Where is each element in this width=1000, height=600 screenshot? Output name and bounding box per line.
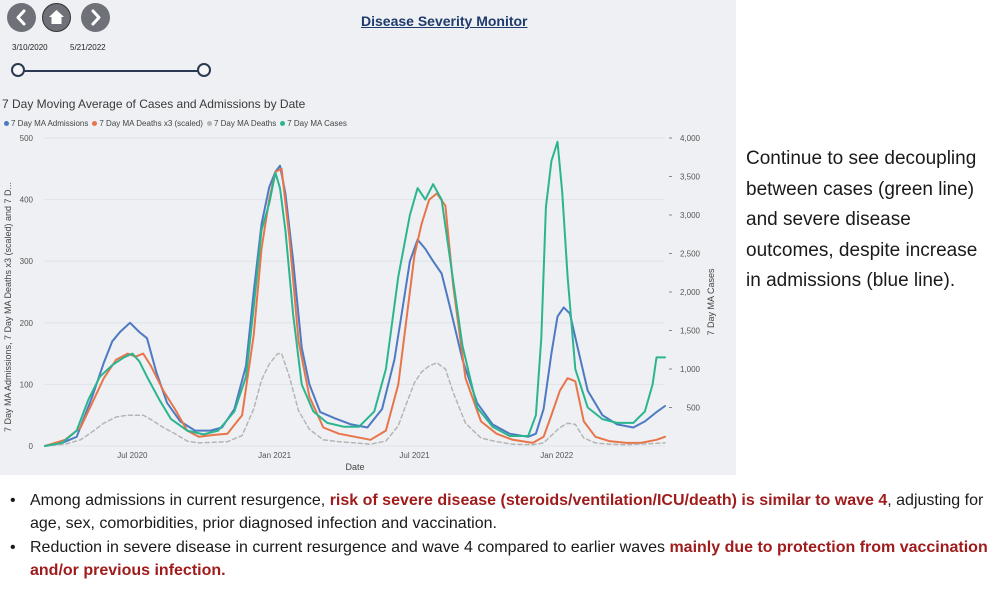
- bullet-item: • Reduction in severe disease in current …: [8, 536, 1000, 582]
- x-tick-label: Jul 2020: [117, 451, 148, 460]
- legend-label: 7 Day MA Deaths: [213, 119, 277, 128]
- legend-item[interactable]: 7 Day MA Admissions: [4, 119, 88, 128]
- dashboard-panel: Disease Severity Monitor 3/10/2020 5/21/…: [0, 0, 736, 475]
- series-line-7-day-ma-deaths[interactable]: [44, 352, 666, 447]
- chevron-right-icon: [91, 9, 101, 26]
- legend-swatch: [280, 121, 286, 127]
- date-range-end: 5/21/2022: [70, 43, 106, 52]
- y-right-tick-label: 2,000: [680, 288, 701, 297]
- y-right-tick-label: 500: [687, 404, 701, 413]
- legend-item[interactable]: 7 Day MA Deaths: [206, 119, 277, 128]
- legend-item[interactable]: 7 Day MA Cases: [280, 119, 347, 128]
- legend-swatch: [206, 121, 212, 127]
- chart-plot[interactable]: 0 100 200 300 400 500 500 1,000 1,500 2,000 2,500 3…: [0, 130, 736, 475]
- y-right-tick-label: 2,500: [680, 250, 701, 259]
- x-tick-label: Jan 2021: [258, 451, 291, 460]
- bullet-text: Reduction in severe disease in current r…: [30, 539, 670, 556]
- y-right-axis-title: 7 Day MA Cases: [706, 268, 716, 336]
- legend-label: 7 Day MA Admissions: [11, 119, 89, 128]
- date-slider-track[interactable]: [18, 70, 206, 72]
- x-tick-label: Jul 2021: [399, 451, 430, 460]
- series-line-7-day-ma-cases[interactable]: [44, 140, 666, 447]
- y-left-tick-label: 500: [20, 134, 34, 143]
- back-button[interactable]: [7, 3, 36, 32]
- chart-title: 7 Day Moving Average of Cases and Admiss…: [2, 97, 306, 111]
- chart-legend[interactable]: 7 Day MA Admissions 7 Day MA Deaths x3 (s…: [4, 119, 351, 128]
- y-left-tick-label: 100: [20, 380, 34, 389]
- bullet-dot-icon: •: [10, 492, 16, 509]
- y-left-tick-label: 400: [20, 196, 34, 205]
- date-slider-start-handle[interactable]: [11, 63, 25, 77]
- legend-label: 7 Day MA Cases: [287, 119, 347, 128]
- bullet-text: , adjusting for age, sex, comorbidities,…: [30, 492, 984, 532]
- legend-item[interactable]: 7 Day MA Deaths x3 (scaled): [92, 119, 203, 128]
- x-tick-label: Jan 2022: [540, 451, 573, 460]
- y-right-tick-label: 1,000: [680, 365, 701, 374]
- home-button[interactable]: [42, 3, 71, 32]
- y-left-tick-label: 0: [29, 442, 34, 451]
- y-left-axis-title: 7 Day MA Admissions, 7 Day MA Deaths x3 …: [3, 182, 13, 432]
- legend-swatch: [92, 121, 98, 127]
- home-icon: [49, 10, 64, 24]
- legend-swatch: [4, 121, 9, 127]
- series-line-7-day-ma-deaths-x3-scaled[interactable]: [44, 167, 666, 447]
- y-right-tick-label: 3,000: [680, 211, 701, 220]
- bullet-highlight: mainly due to protection from vaccinatio…: [30, 539, 988, 579]
- y-right-tick-label: 4,000: [680, 134, 701, 143]
- legend-label: 7 Day MA Deaths x3 (scaled): [99, 119, 203, 128]
- bullet-dot-icon: •: [10, 539, 16, 556]
- dashboard-title: Disease Severity Monitor: [361, 13, 528, 29]
- bullet-list: • Among admissions in current resurgence,…: [8, 489, 1000, 583]
- bullet-text: Among admissions in current resurgence,: [30, 492, 330, 509]
- y-left-tick-label: 200: [20, 319, 34, 328]
- series-line-7-day-ma-admissions[interactable]: [44, 164, 666, 447]
- bullet-highlight: risk of severe disease (steroids/ventila…: [329, 492, 888, 509]
- forward-button[interactable]: [81, 3, 110, 32]
- y-right-tick-label: 3,500: [680, 173, 701, 182]
- bullet-item: • Among admissions in current resurgence,…: [8, 489, 1000, 535]
- date-range-start: 3/10/2020: [12, 43, 48, 52]
- y-left-tick-label: 300: [20, 257, 34, 266]
- y-right-tick-label: 1,500: [680, 327, 701, 336]
- x-axis-title: Date: [345, 462, 364, 472]
- commentary-text: Continue to see decoupling between cases…: [746, 148, 978, 291]
- date-slider-end-handle[interactable]: [197, 63, 211, 77]
- chevron-left-icon: [16, 9, 26, 26]
